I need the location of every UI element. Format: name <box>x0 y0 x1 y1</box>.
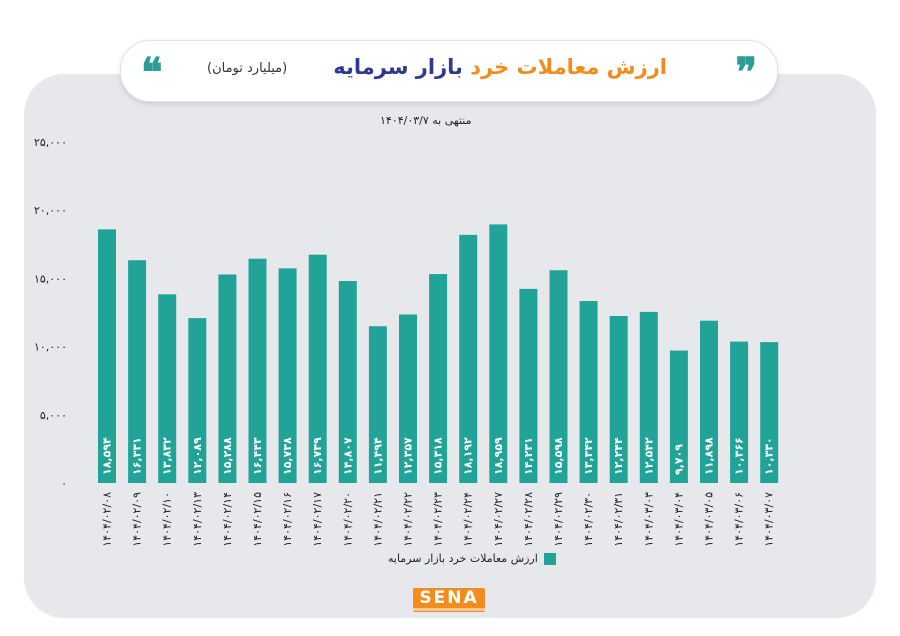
y-tick-label: ۱۵,۰۰۰ <box>34 272 67 285</box>
bar-value-label: ۱۲,۲۴۴ <box>612 437 625 475</box>
x-tick-label: ۱۴۰۴/۰۲/۲۴ <box>462 492 475 547</box>
bar-value-label: ۱۵,۲۸۸ <box>221 437 234 475</box>
y-tick-label: ۲۵,۰۰۰ <box>34 136 67 149</box>
x-tick-label: ۱۴۰۴/۰۲/۱۵ <box>251 492 264 547</box>
x-tick-label: ۱۴۰۴/۰۲/۲۲ <box>402 492 415 547</box>
bar <box>549 270 568 483</box>
bar <box>700 320 718 483</box>
bar <box>669 350 688 483</box>
y-tick-label: ۵,۰۰۰ <box>40 409 67 422</box>
bar-value-label: ۱۰,۳۳۰ <box>763 437 776 475</box>
bar <box>519 288 538 483</box>
bar <box>639 311 658 483</box>
bar <box>609 315 628 483</box>
x-tick-label: ۱۴۰۴/۰۳/۰۴ <box>672 492 685 547</box>
quote-icon: ❞ <box>735 49 757 96</box>
y-axis: ۰ ۵,۰۰۰ ۱۰,۰۰۰ ۱۵,۰۰۰ ۲۰,۰۰۰ ۲۵,۰۰۰ <box>34 136 67 490</box>
x-tick-label: ۱۴۰۴/۰۲/۱۶ <box>281 492 294 547</box>
bar-value-label: ۱۴,۲۳۱ <box>522 437 535 475</box>
x-tick-label: ۱۴۰۴/۰۲/۱۴ <box>221 492 234 547</box>
bar-value-label: ۱۲,۰۸۹ <box>191 437 204 475</box>
bar-value-label: ۱۶,۷۳۹ <box>311 437 324 475</box>
title-part-navy: بازار سرمایه <box>333 55 463 79</box>
bar-value-label: ۱۵,۳۱۸ <box>432 437 445 475</box>
x-tick-label: ۱۴۰۴/۰۲/۲۱ <box>371 492 384 547</box>
bar-value-label: ۱۵,۷۳۸ <box>281 437 294 475</box>
bar-value-label: ۱۲,۳۵۷ <box>402 437 415 475</box>
bar <box>188 318 207 483</box>
sena-logo: SENA <box>413 588 485 612</box>
x-tick-label: ۱۴۰۴/۰۲/۲۷ <box>492 492 505 547</box>
y-tick-label: ۰ <box>61 477 67 490</box>
quote-icon: ❝ <box>141 49 163 96</box>
bar-value-label: ۱۸,۱۹۲ <box>462 437 475 475</box>
bar <box>158 294 177 483</box>
bar <box>368 326 387 483</box>
bar <box>338 281 357 483</box>
bar <box>248 258 267 483</box>
bar <box>489 224 508 484</box>
legend-label: ارزش معاملات خرد بازار سرمایه <box>388 552 538 565</box>
x-tick-label: ۱۴۰۴/۰۲/۰۸ <box>101 492 114 547</box>
x-tick-label: ۱۴۰۴/۰۲/۳۱ <box>612 492 625 547</box>
bar <box>459 234 478 483</box>
x-tick-label: ۱۴۰۴/۰۲/۳۰ <box>582 492 595 547</box>
bar-value-label: ۱۶,۳۳۱ <box>131 437 144 475</box>
bar-value-label: ۱۳,۸۳۲ <box>161 437 174 475</box>
bar-value-label: ۱۲,۵۴۲ <box>642 437 655 475</box>
bar-value-label: ۱۱,۴۹۴ <box>371 437 384 475</box>
bar-value-label: ۹,۷۰۹ <box>672 444 685 475</box>
title-part-orange: ارزش معاملات خرد <box>470 55 667 79</box>
x-tick-label: ۱۴۰۴/۰۲/۲۸ <box>522 492 535 547</box>
x-tick-label: ۱۴۰۴/۰۲/۱۰ <box>161 492 174 547</box>
bar-value-label: ۱۸,۵۹۴ <box>101 437 114 475</box>
chart-subtitle: منتهی به ۱۴۰۴/۰۳/۷ <box>380 114 472 127</box>
x-tick-label: ۱۴۰۴/۰۲/۰۹ <box>131 492 144 547</box>
bar-value-label: ۱۴,۸۰۷ <box>341 437 354 475</box>
x-tick-label: ۱۴۰۴/۰۲/۲۰ <box>341 492 354 547</box>
bar <box>429 274 448 483</box>
x-tick-label: ۱۴۰۴/۰۲/۲۳ <box>432 492 445 547</box>
unit-label: (میلیارد تومان) <box>207 61 288 76</box>
y-tick-label: ۲۰,۰۰۰ <box>34 204 67 217</box>
bar <box>730 341 749 483</box>
x-tick-label: ۱۴۰۴/۰۲/۱۷ <box>311 492 324 547</box>
x-tick-label: ۱۴۰۴/۰۳/۰۶ <box>733 492 746 547</box>
bar <box>98 229 116 483</box>
bar <box>278 268 297 483</box>
y-tick-label: ۱۰,۰۰۰ <box>34 341 67 354</box>
x-axis-labels: ۱۴۰۴/۰۲/۰۸ ۱۴۰۴/۰۲/۰۹ ۱۴۰۴/۰۲/۱۰ ۱۴۰۴/۰۲/۱۳… <box>101 492 776 547</box>
bar <box>308 254 327 483</box>
logo-text: SENA <box>419 588 479 608</box>
bar <box>128 260 147 483</box>
legend: ارزش معاملات خرد بازار سرمایه <box>388 552 556 565</box>
bar-value-label: ۱۵,۵۹۸ <box>552 437 565 475</box>
title-banner: ❝ (میلیارد تومان) ارزش معاملات خرد بازار… <box>120 40 778 102</box>
legend-swatch <box>543 552 556 565</box>
page-title: ارزش معاملات خرد بازار سرمایه <box>333 55 667 79</box>
bar <box>399 314 417 483</box>
bar-value-label: ۱۶,۴۴۳ <box>251 437 264 475</box>
x-tick-label: ۱۴۰۴/۰۲/۲۹ <box>552 492 565 547</box>
x-tick-label: ۱۴۰۴/۰۲/۱۳ <box>191 492 204 547</box>
bar-value-label: ۱۳,۳۴۲ <box>582 437 595 475</box>
bar <box>218 274 237 483</box>
bar <box>760 342 779 483</box>
bar-value-label: ۱۱,۸۹۸ <box>703 437 716 475</box>
x-tick-label: ۱۴۰۴/۰۳/۰۵ <box>703 492 716 547</box>
x-tick-label: ۱۴۰۴/۰۳/۰۷ <box>763 492 776 547</box>
bars: ۱۸,۵۹۴ ۱۶,۳۳۱ ۱۳,۸۳۲ ۱۲,۰۸۹ ۱۵,۲۸۸ ۱۶,۴۴۳ ۱۵,۷… <box>98 224 779 484</box>
bar <box>579 301 598 483</box>
x-tick-label: ۱۴۰۴/۰۳/۰۳ <box>642 492 655 547</box>
bar-value-label: ۱۸,۹۵۹ <box>492 437 505 475</box>
bar-value-label: ۱۰,۳۶۶ <box>733 437 746 475</box>
